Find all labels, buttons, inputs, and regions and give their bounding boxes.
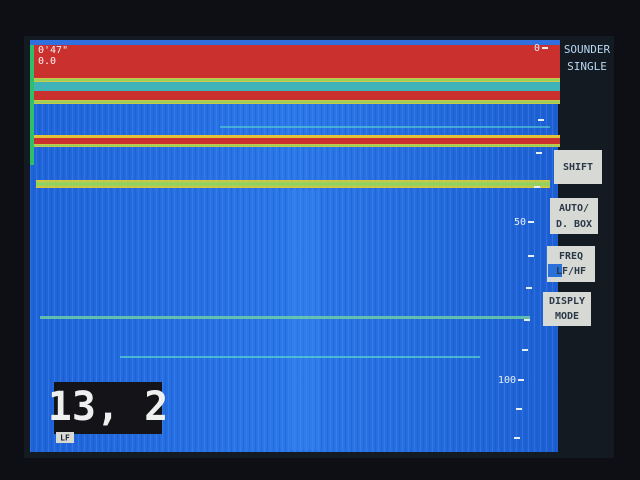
button[interactable]: FREQ LF/HF (547, 246, 595, 282)
button[interactable]: SHIFT (554, 150, 602, 184)
readout-box (54, 382, 162, 434)
band-badge (56, 432, 74, 443)
depth-readout: 13, 2 (48, 384, 168, 430)
button-label: DISPLY (549, 296, 585, 307)
echo-layer (36, 180, 550, 188)
band-label: LF (60, 434, 70, 443)
echo-layer (40, 316, 530, 319)
button[interactable]: AUTO/ D. BOX (550, 198, 598, 234)
depth-scale: 0 50 100 (498, 43, 548, 439)
button-label: AUTO/ (559, 203, 589, 214)
elapsed-time: 0'47" (38, 45, 68, 56)
button-label: LF/HF (556, 266, 586, 277)
depth-label: 0 (534, 43, 540, 54)
button-label: SHIFT (563, 162, 593, 173)
button-label: MODE (555, 311, 579, 322)
mode-label: SOUNDER (564, 43, 611, 56)
button[interactable]: DISPLY MODE (543, 292, 591, 326)
surface-return (30, 45, 560, 79)
depth-label: 100 (498, 375, 516, 386)
depth-label: 50 (514, 217, 526, 228)
mode-label: SINGLE (567, 60, 607, 73)
header-value: 0.0 (38, 56, 56, 67)
button-label: D. BOX (556, 219, 592, 230)
button-label: FREQ (559, 251, 583, 262)
